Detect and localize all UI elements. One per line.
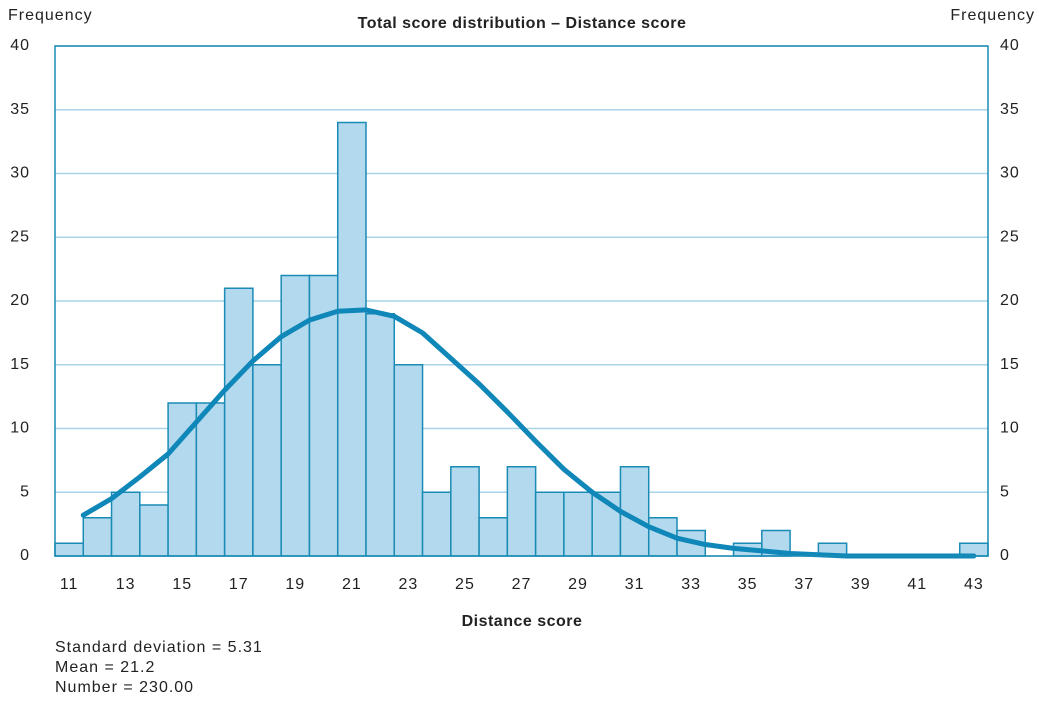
bar bbox=[563, 491, 593, 557]
y-tick-label: 35 bbox=[10, 101, 30, 118]
bar bbox=[82, 517, 113, 557]
chart-title: Total score distribution – Distance scor… bbox=[358, 15, 687, 32]
bar bbox=[336, 121, 367, 557]
normal-curve bbox=[80, 307, 977, 559]
y2-tick-label: 0 bbox=[1000, 547, 1010, 564]
y-tick-label: 30 bbox=[10, 165, 30, 182]
bar bbox=[110, 491, 141, 557]
x-tick-label: 27 bbox=[512, 576, 532, 593]
bar bbox=[534, 491, 565, 557]
y-axis-label: Frequency bbox=[8, 7, 93, 24]
y-tick-label: 20 bbox=[10, 292, 30, 309]
x-tick-label: 41 bbox=[907, 576, 927, 593]
bar bbox=[54, 542, 85, 557]
bar bbox=[393, 364, 424, 557]
y2-tick-label: 30 bbox=[1000, 165, 1020, 182]
x-tick-label: 31 bbox=[625, 576, 645, 593]
y-tick-label: 10 bbox=[10, 420, 30, 437]
y2-tick-label: 15 bbox=[1000, 356, 1020, 373]
x-tick-label: 13 bbox=[116, 576, 136, 593]
x-tick-label: 25 bbox=[455, 576, 475, 593]
bar bbox=[365, 313, 396, 557]
x-tick-label: 21 bbox=[342, 576, 362, 593]
y-tick-label: 25 bbox=[10, 228, 30, 245]
stat-line: Number = 230.00 bbox=[55, 679, 194, 696]
x-tick-label: 39 bbox=[851, 576, 871, 593]
y2-tick-label: 5 bbox=[1000, 483, 1010, 500]
bar bbox=[223, 287, 254, 557]
x-tick-label: 29 bbox=[568, 576, 588, 593]
y2-tick-label: 40 bbox=[1000, 37, 1020, 54]
bar bbox=[280, 274, 311, 557]
y-tick-label: 5 bbox=[20, 483, 30, 500]
x-tick-label: 23 bbox=[399, 576, 419, 593]
y-tick-label: 40 bbox=[10, 37, 30, 54]
x-tick-label: 35 bbox=[738, 576, 758, 593]
bar bbox=[421, 491, 452, 557]
bar bbox=[252, 364, 282, 557]
bar bbox=[450, 466, 480, 557]
y2-tick-label: 20 bbox=[1000, 292, 1020, 309]
x-tick-label: 33 bbox=[681, 576, 701, 593]
plot-border bbox=[54, 45, 989, 557]
y-tick-label: 0 bbox=[20, 547, 30, 564]
x-tick-label: 37 bbox=[794, 576, 814, 593]
x-tick-label: 17 bbox=[229, 576, 249, 593]
y2-tick-label: 35 bbox=[1000, 101, 1020, 118]
stat-line: Mean = 21.2 bbox=[55, 659, 155, 676]
y-tick-label: 15 bbox=[10, 356, 30, 373]
x-tick-label: 43 bbox=[964, 576, 984, 593]
bar bbox=[506, 466, 537, 557]
x-tick-label: 11 bbox=[60, 576, 79, 593]
x-tick-label: 19 bbox=[285, 576, 305, 593]
bar bbox=[478, 517, 509, 557]
y2-tick-label: 10 bbox=[1000, 420, 1020, 437]
x-tick-label: 15 bbox=[172, 576, 192, 593]
x-axis-label: Distance score bbox=[462, 613, 583, 630]
bar bbox=[139, 504, 169, 557]
stat-line: Standard deviation = 5.31 bbox=[55, 639, 263, 656]
bar bbox=[195, 402, 226, 557]
y2-tick-label: 25 bbox=[1000, 228, 1020, 245]
y2-axis-label: Frequency bbox=[950, 7, 1035, 24]
